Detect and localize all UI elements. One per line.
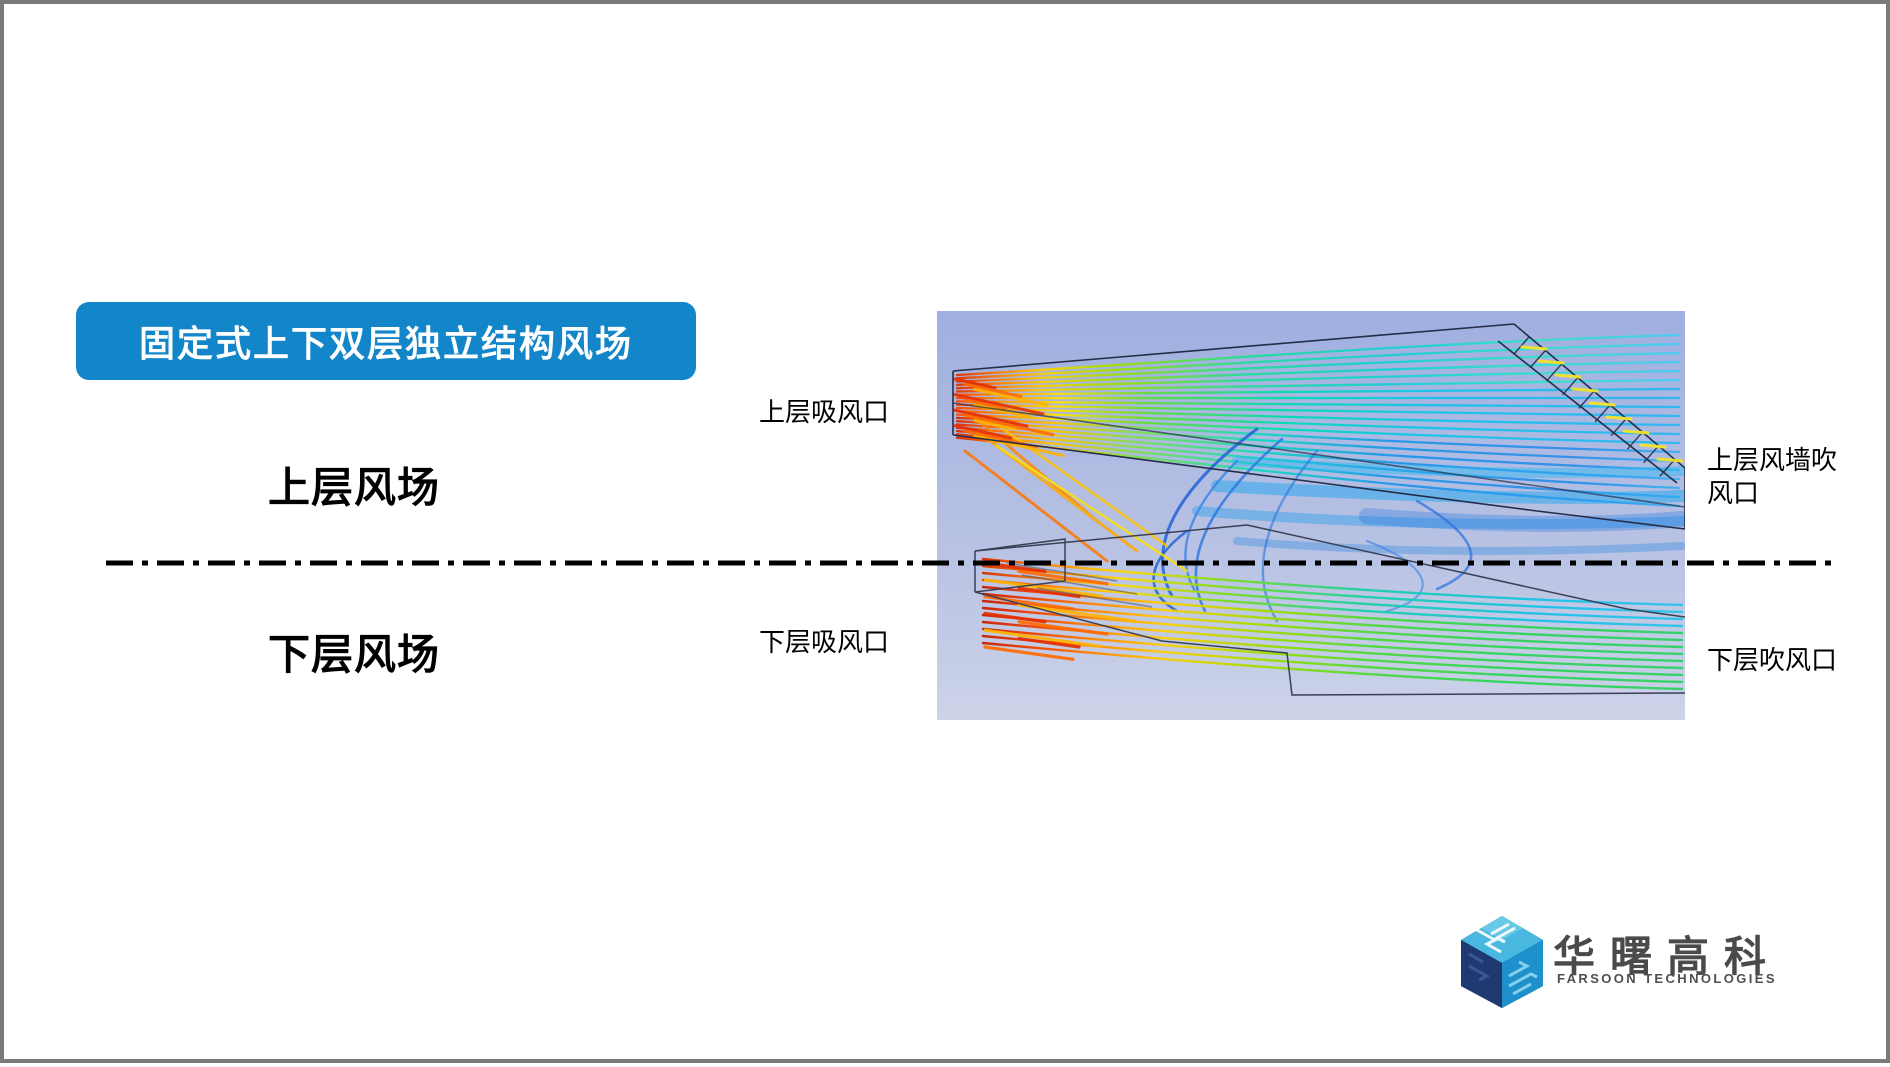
lower-inlet-red-cluster — [983, 561, 1137, 661]
farsoon-cube-icon — [1461, 916, 1543, 1008]
lower-box-wireframe — [974, 524, 1685, 696]
lower-outlet-callout: 下层吹风口 — [1707, 645, 1838, 675]
upper-box-wireframe — [952, 323, 1685, 530]
company-tagline: FARSOON TECHNOLOGIES — [1557, 971, 1777, 986]
upper-wind-field-label: 上层风场 — [268, 464, 441, 511]
banner-title: 固定式上下双层独立结构风场 — [138, 323, 633, 364]
wind-field-title-banner: 固定式上下双层独立结构风场 — [76, 302, 696, 380]
farsoon-logo: 华曙高科 FARSOON TECHNOLOGIES — [1457, 909, 1847, 1009]
upper-outlet-callout: 上层风墙吹风口 — [1707, 445, 1838, 508]
cfd-simulation-image — [937, 311, 1685, 720]
lower-wind-field-label: 下层风场 — [268, 631, 441, 678]
lower-inlet-callout: 下层吸风口 — [759, 627, 890, 657]
upper-vent-slots — [1513, 336, 1676, 477]
upper-vent-outflow-dashes — [1520, 345, 1684, 463]
upper-inlet-callout: 上层吸风口 — [759, 397, 890, 427]
company-name-cn: 华曙高科 — [1553, 933, 1782, 980]
